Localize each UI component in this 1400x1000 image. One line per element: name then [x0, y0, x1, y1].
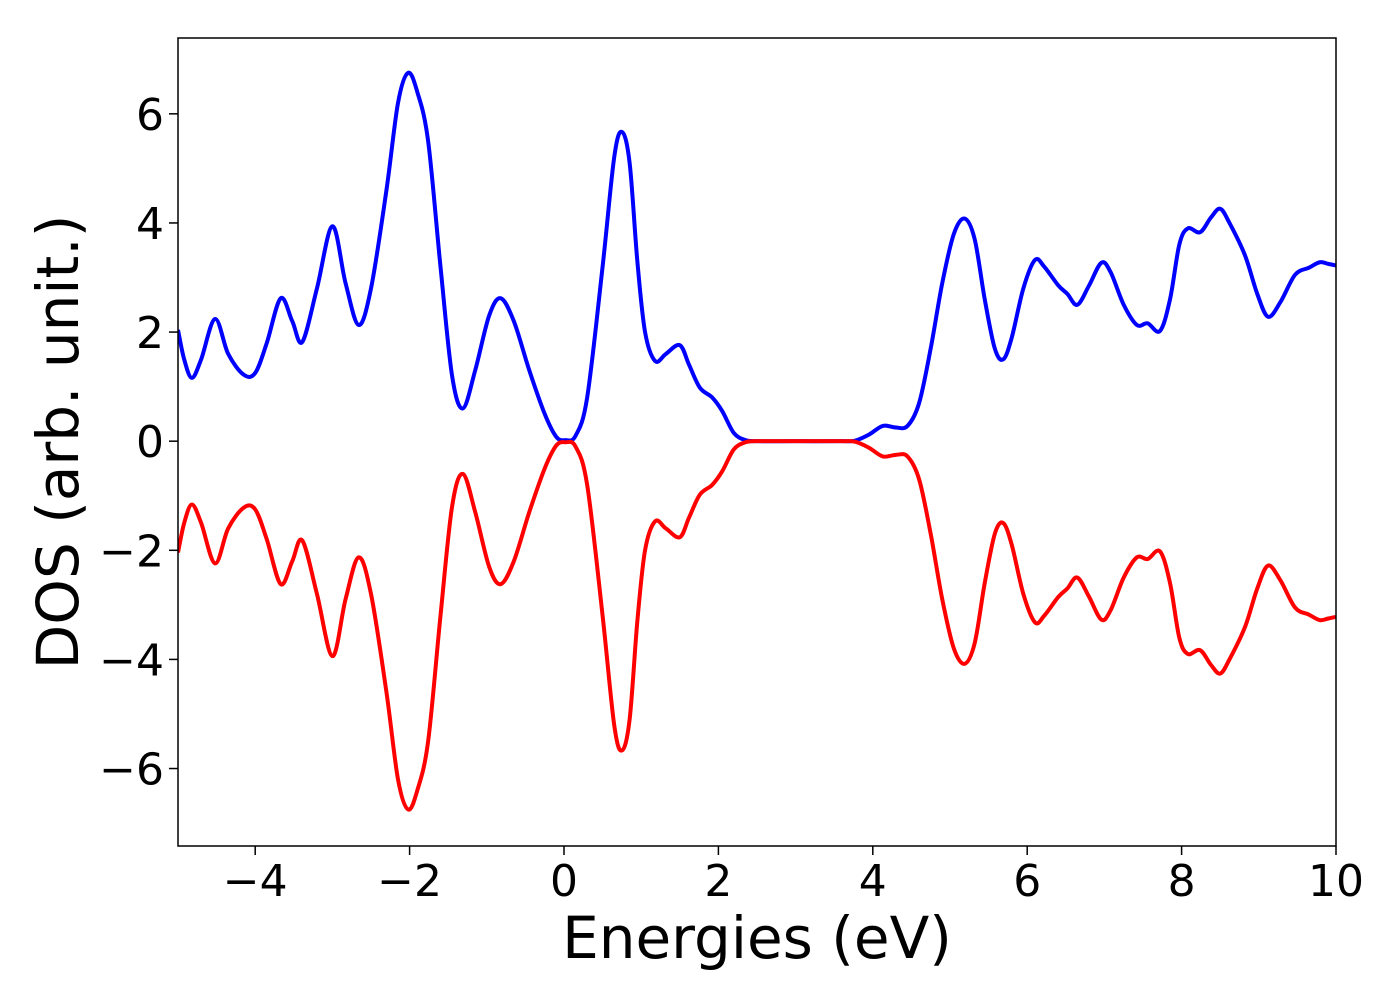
y-tick-label: −2	[99, 526, 164, 577]
y-tick-label: 4	[136, 199, 164, 250]
x-tick-label: 8	[1168, 856, 1196, 907]
x-tick-label: 4	[859, 856, 887, 907]
plot-frame	[177, 37, 1337, 847]
x-tick-label: 2	[704, 856, 732, 907]
y-axis-label: DOS (arb. unit.)	[24, 215, 92, 670]
y-tick-label: 0	[136, 417, 164, 468]
y-tick-label: −6	[99, 745, 164, 796]
x-tick-label: 0	[550, 856, 578, 907]
y-tick-label: 6	[136, 90, 164, 141]
x-tick-label: 10	[1308, 856, 1364, 907]
series-line	[178, 439, 1336, 812]
series-line	[178, 70, 1336, 444]
y-tick-label: 2	[136, 308, 164, 359]
x-axis-label: Energies (eV)	[562, 904, 952, 972]
y-tick-label: −4	[99, 635, 164, 686]
x-tick-label: −4	[223, 856, 288, 907]
x-tick-label: 6	[1013, 856, 1041, 907]
x-tick-label: −2	[377, 856, 442, 907]
